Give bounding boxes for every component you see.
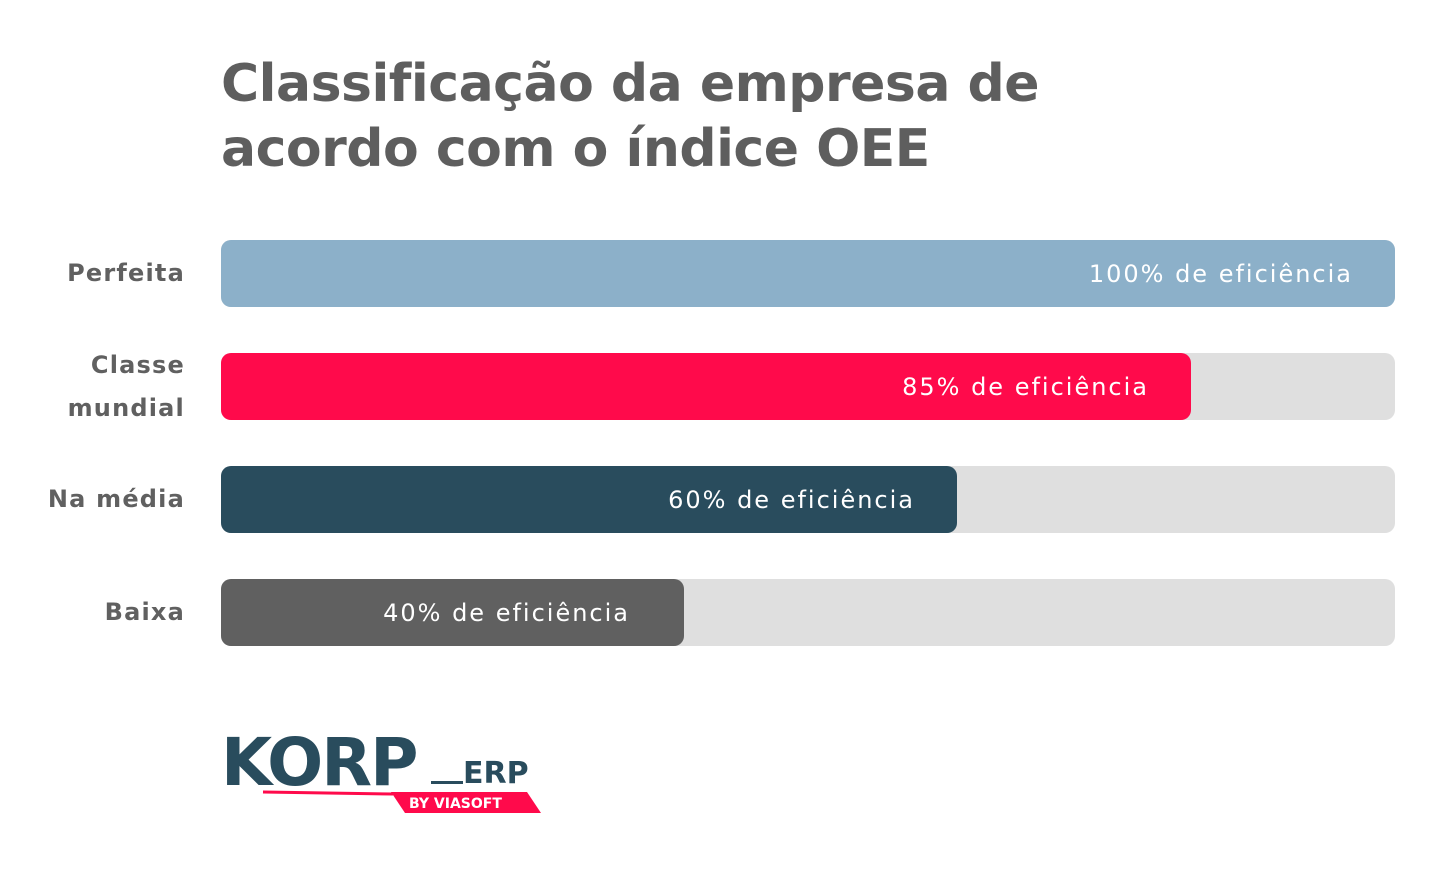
bar-fill: 85% de eficiência [221, 353, 1191, 420]
bar-fill: 100% de eficiência [221, 240, 1395, 307]
bar-track: 40% de eficiência [221, 579, 1395, 646]
title-line-2: acordo com o índice OEE [221, 119, 930, 179]
bar-row-classe-mundial: Classe mundial 85% de eficiência [0, 350, 1440, 422]
bar-row-na-media: Na média 60% de eficiência [0, 466, 1440, 533]
bar-track: 85% de eficiência [221, 353, 1395, 420]
category-label: Na média [47, 485, 185, 513]
bar-fill: 60% de eficiência [221, 466, 957, 533]
category-label: Classe mundial [67, 350, 185, 422]
bar-fill: 40% de eficiência [221, 579, 684, 646]
bar-row-baixa: Baixa 40% de eficiência [0, 579, 1440, 646]
bar-value-label: 85% de eficiência [902, 372, 1149, 401]
bar-value-label: 100% de eficiência [1088, 259, 1353, 288]
bar-track: 60% de eficiência [221, 466, 1395, 533]
category-label: Baixa [104, 598, 185, 626]
title-line-1: Classificação da empresa de [221, 54, 1040, 114]
logo-icon: KORP ERP BY VIASOFT [221, 724, 541, 813]
logo-suffix-text: ERP [463, 756, 529, 791]
bar-row-perfeita: Perfeita 100% de eficiência [0, 240, 1440, 307]
bar-value-label: 60% de eficiência [668, 485, 915, 514]
bar-value-label: 40% de eficiência [383, 598, 630, 627]
logo-main-text: KORP [221, 727, 416, 801]
bar-track: 100% de eficiência [221, 240, 1395, 307]
chart-title: Classificação da empresa de acordo com o… [221, 52, 1121, 182]
category-label: Perfeita [67, 259, 185, 287]
logo-byline-text: BY VIASOFT [409, 796, 502, 812]
korp-erp-logo: KORP ERP BY VIASOFT [221, 724, 551, 822]
